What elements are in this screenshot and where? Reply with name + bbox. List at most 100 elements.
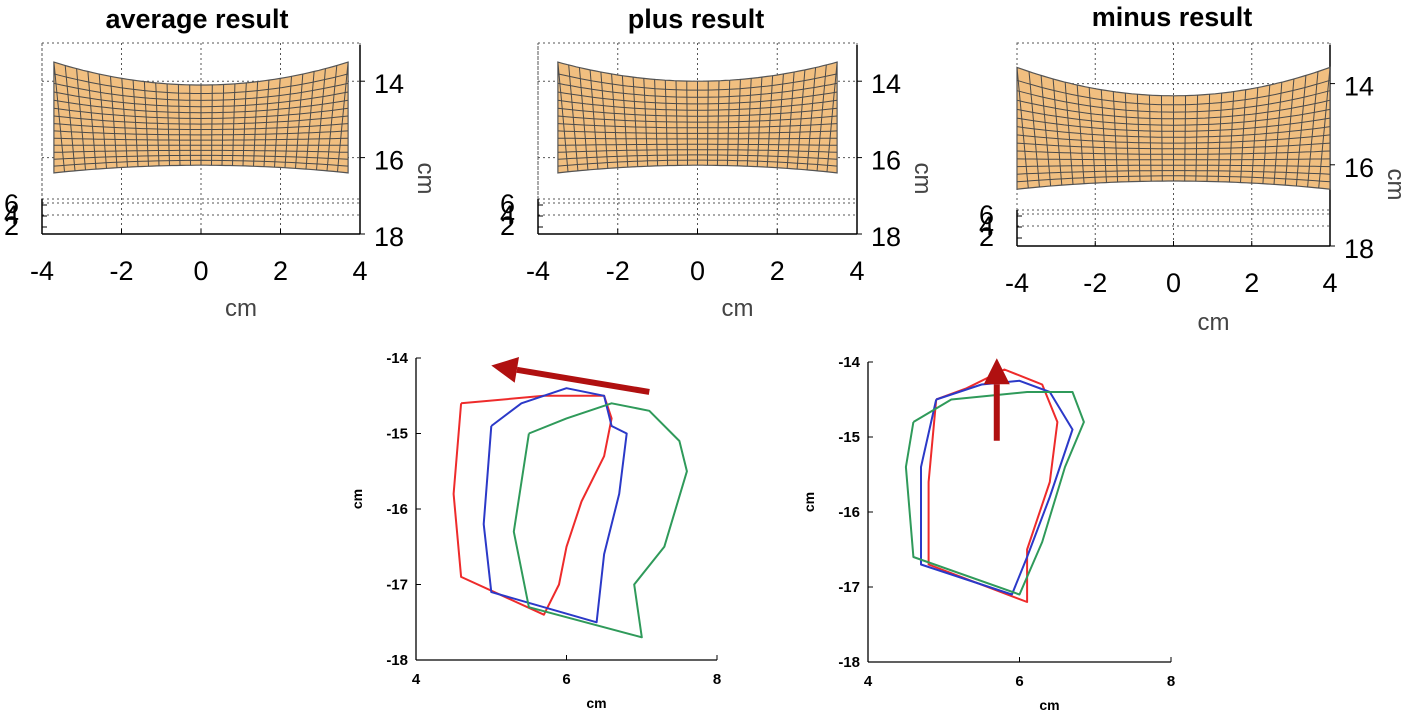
mesh-line [796, 69, 806, 170]
x-axis-label: cm [225, 295, 257, 322]
mesh-line [557, 123, 838, 129]
mesh-line [1064, 82, 1074, 185]
y-axis-label: cm [801, 492, 817, 512]
mesh-line [211, 84, 213, 166]
z-tick-label: 4 [4, 200, 19, 230]
mesh-line [557, 149, 838, 153]
mesh-line [305, 71, 315, 170]
mesh-line [1016, 175, 1331, 183]
mesh-line [166, 83, 170, 166]
mesh-line [87, 71, 97, 170]
outline-series-1 [927, 368, 1059, 603]
y-tick-label: -15 [386, 426, 408, 443]
mesh-line [654, 79, 659, 166]
mesh-line [707, 81, 709, 166]
mesh-line [177, 84, 181, 166]
mesh-line [736, 79, 741, 166]
z-tick-label: 2 [500, 211, 515, 241]
mesh-line [726, 80, 731, 166]
y-tick-label: -18 [386, 652, 408, 669]
mesh-line [1016, 117, 1331, 132]
x-tick-label: 2 [273, 256, 288, 286]
z-tick-label: 2 [979, 222, 994, 252]
mesh-line [110, 76, 118, 168]
mesh-line [600, 71, 609, 169]
mesh-line [53, 159, 349, 167]
mesh-line [1016, 108, 1331, 126]
y-axis-label: cm [909, 163, 936, 195]
mesh-line [1112, 91, 1119, 183]
x-tick-label: 4 [412, 671, 421, 688]
y-axis-label: cm [349, 489, 365, 509]
chart-title: minus result [1092, 2, 1253, 32]
mesh-line [1184, 95, 1186, 182]
direction-arrow-shaft [516, 366, 650, 395]
mesh-line [1016, 79, 1331, 106]
mesh-line [1148, 95, 1152, 182]
surface-mesh [53, 62, 349, 172]
mesh-line [557, 154, 838, 160]
mesh-line [53, 154, 349, 160]
surface-mesh [557, 62, 838, 172]
mesh-line [1273, 82, 1283, 185]
mesh-line [1016, 164, 1331, 168]
mesh-line [98, 73, 107, 169]
mesh-line [53, 107, 349, 120]
mesh-line [557, 99, 838, 111]
y-tick-label: -17 [838, 579, 860, 596]
z-tick-label: 4 [979, 211, 994, 241]
chart-title: average result [105, 4, 288, 34]
mesh-line [1016, 142, 1331, 150]
mesh-line [632, 77, 639, 167]
mesh-line [263, 80, 270, 167]
mesh-line [1251, 87, 1259, 184]
outline-series-1 [452, 394, 613, 616]
outline-series-2 [482, 387, 628, 624]
mesh-line [1217, 93, 1223, 182]
x-tick-label: -2 [1083, 268, 1107, 298]
outline-chart-2: 4 6 8 -14 -15 -16 -17 -18 cm cm [801, 354, 1175, 713]
mesh-line [557, 143, 838, 146]
mesh-line [76, 68, 86, 171]
mesh-line [786, 71, 795, 169]
mesh-line [53, 99, 349, 114]
x-tick-label: 2 [770, 256, 785, 286]
mesh-line [643, 78, 649, 167]
x-tick-label: 0 [1166, 268, 1181, 298]
mesh-line [806, 67, 817, 171]
z-tick-label: 2 [4, 211, 19, 241]
mesh-line [274, 78, 281, 168]
x-tick-label: 4 [864, 673, 873, 690]
x-tick-label: 6 [1015, 673, 1023, 690]
mesh-line [621, 75, 629, 168]
mesh-line [1124, 93, 1130, 182]
mesh-line [578, 67, 589, 171]
mesh-line [189, 84, 191, 166]
mesh-line [686, 81, 688, 166]
mesh-line [1206, 94, 1211, 182]
y-tick-label: -14 [386, 350, 408, 367]
mesh-line [53, 115, 349, 125]
mesh-line [64, 65, 76, 171]
mesh-line [557, 159, 838, 167]
mesh-line [53, 91, 349, 108]
mesh-line [221, 84, 225, 166]
x-tick-label: 2 [1244, 268, 1259, 298]
surface-mesh [1016, 67, 1331, 189]
mesh-line [1016, 134, 1331, 144]
mesh-line [557, 107, 838, 117]
y-tick-label: -16 [838, 504, 860, 521]
x-tick-label: 8 [1167, 673, 1175, 690]
z-tick-label: 6 [500, 189, 515, 219]
y-tick-label: -14 [838, 354, 860, 371]
y-tick-label: 14 [374, 69, 404, 99]
mesh-line [1161, 95, 1163, 182]
mesh-line [155, 82, 160, 166]
mesh-line [557, 130, 838, 134]
mesh-line [121, 78, 128, 168]
y-tick-label: -16 [386, 501, 408, 518]
mesh-line [53, 123, 349, 130]
